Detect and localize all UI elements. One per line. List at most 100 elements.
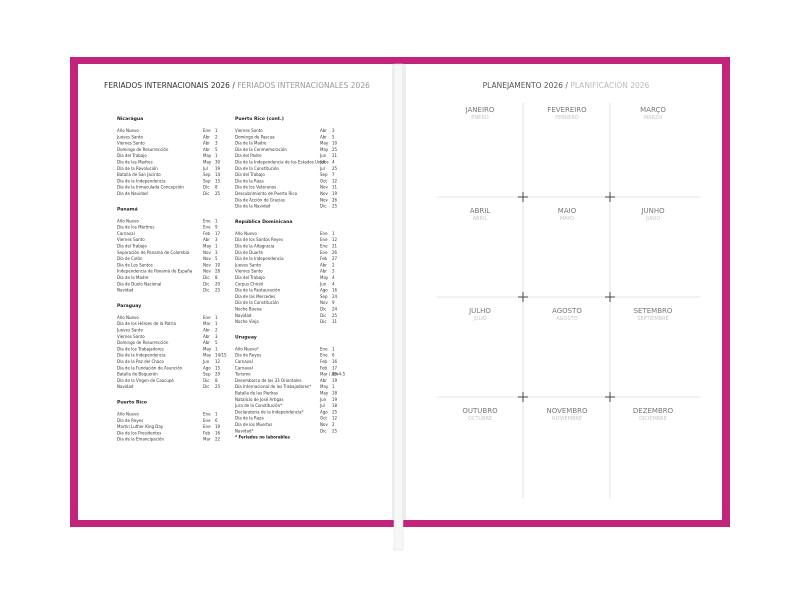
- holiday-name: Día de Colón: [117, 256, 143, 261]
- month-pt: ABRIL: [470, 207, 491, 215]
- holiday-month: Sep: [203, 372, 211, 377]
- holiday-name: Día de la Madre: [235, 141, 267, 146]
- holiday-day: 19: [215, 424, 221, 429]
- holiday-name: Domingo de Resurrección: [117, 340, 169, 345]
- holiday-month: Sep: [320, 294, 328, 299]
- holiday-month: Jun: [319, 281, 327, 286]
- holiday-name: Navidad: [117, 384, 134, 389]
- holiday-month: Abr: [320, 262, 327, 267]
- section-heading: Uruguay: [235, 334, 257, 340]
- holiday-name: Día de la Constitución: [235, 166, 279, 171]
- cross: [605, 392, 615, 402]
- holiday-day: 19: [332, 191, 338, 196]
- holiday-month: Ene: [320, 250, 328, 255]
- holiday-name: Día de Duarte: [235, 250, 263, 255]
- holiday-day: 10: [215, 262, 221, 267]
- holiday-day: 3: [332, 269, 335, 274]
- holiday-day: 4: [332, 160, 335, 165]
- holiday-month: Feb: [203, 231, 211, 236]
- month-es: JUNIO: [645, 216, 660, 222]
- holiday-day: 25: [332, 147, 338, 152]
- holiday-day: 25: [332, 313, 338, 318]
- holiday-name: Domingo de Pascua: [235, 134, 275, 139]
- holiday-name: Día de las Madres: [117, 160, 153, 165]
- holiday-name: Viernes Santo: [235, 128, 263, 133]
- holiday-name: Día de la Restauración: [235, 288, 281, 293]
- holiday-month: Ago: [320, 288, 328, 293]
- note: * Feriados no laborables: [235, 435, 290, 440]
- holiday-month: Jun: [319, 153, 327, 158]
- holiday-name: Día de la Inmaculada Concepción: [117, 185, 184, 190]
- holiday-day: 4: [332, 281, 335, 286]
- holiday-month: Abr: [203, 328, 210, 333]
- holiday-name: Declaratoria de la Independencia*: [235, 409, 304, 414]
- holiday-day: 14/15: [215, 353, 227, 358]
- holiday-day: 15: [215, 365, 221, 370]
- holiday-month: Abr: [320, 128, 327, 133]
- holiday-month: Jul: [319, 403, 325, 408]
- month-es: ENERO: [471, 115, 489, 121]
- holiday-day: 19: [215, 166, 221, 171]
- holiday-name: Día de la Madre: [117, 275, 149, 280]
- holiday-day: 19: [332, 397, 338, 402]
- holiday-name: Día de la Independencia: [117, 178, 166, 183]
- month-pt: NOVEMBRO: [546, 407, 588, 415]
- section-heading: Puerto Rico: [117, 400, 147, 406]
- month-pt: FEVEREIRO: [547, 106, 587, 114]
- holiday-name: Natalicio de José Artigas: [235, 397, 284, 402]
- holiday-day: 14: [215, 172, 221, 177]
- holiday-day: 16: [215, 430, 221, 435]
- month-es: MAYO: [560, 216, 574, 222]
- month-pt: MARÇO: [640, 106, 666, 114]
- holiday-month: Mar: [203, 437, 211, 442]
- month-pt: JUNHO: [640, 207, 665, 215]
- holiday-day: 16: [332, 288, 338, 293]
- holiday-name: Año Nuevo: [117, 218, 139, 223]
- holiday-name: Turismo: [234, 372, 251, 377]
- month-pt: JANEIRO: [465, 106, 495, 114]
- holiday-month: May: [203, 153, 212, 158]
- right-title: PLANEJAMENTO 2026 / PLANIFICACIÓN 2026: [483, 81, 650, 90]
- holiday-month: Feb: [320, 365, 328, 370]
- holiday-name: Independencia de Panamá de España: [117, 269, 193, 274]
- month-pt: DEZEMBRO: [633, 407, 674, 415]
- holiday-name: Navidad*: [235, 428, 253, 433]
- holiday-month: Feb: [320, 256, 328, 261]
- holiday-name: Día de la Revolución: [117, 166, 158, 171]
- holiday-month: Dic: [203, 275, 209, 280]
- holiday-month: May: [320, 384, 329, 389]
- holiday-month: Dic: [320, 204, 326, 209]
- holiday-month: Oct: [320, 178, 327, 183]
- holiday-month: Ene: [320, 231, 328, 236]
- month-es: JULIO: [472, 316, 486, 322]
- holiday-name: Día de los Muertos: [235, 422, 272, 427]
- holiday-day: 1: [215, 244, 218, 249]
- holiday-month: Dic: [320, 428, 326, 433]
- holiday-name: Día de la Independencia de los Estados U…: [235, 160, 329, 165]
- holiday-name: Batalla de San Jacinto: [117, 172, 161, 177]
- holiday-name: Corpus Christi: [235, 281, 263, 286]
- holiday-name: Día de la Fundación de Asunción: [117, 365, 183, 370]
- holiday-month: Abr: [203, 334, 210, 339]
- holiday-month: May: [203, 244, 212, 249]
- holiday-month: Nov: [320, 197, 328, 202]
- holiday-name: Día de la Raza: [235, 178, 264, 183]
- holiday-month: Jun: [202, 359, 210, 364]
- holiday-month: Nov: [203, 262, 211, 267]
- holiday-day: 1: [215, 321, 218, 326]
- holiday-day: 1: [215, 218, 218, 223]
- holiday-name: Navidad: [235, 313, 252, 318]
- holiday-month: Dic: [203, 191, 209, 196]
- holiday-day: 29: [215, 372, 221, 377]
- holiday-name: Día de los Mártires: [117, 225, 154, 230]
- holiday-day: 18: [332, 391, 338, 396]
- holiday-name: Día de los Héroes de la Patria: [117, 321, 177, 326]
- holiday-day: 3: [215, 250, 218, 255]
- holiday-month: Dic: [203, 288, 209, 293]
- holiday-name: Jueves Santo: [116, 328, 143, 333]
- holiday-day: 25: [215, 191, 221, 196]
- holiday-day: 7: [332, 172, 335, 177]
- holiday-name: Separación de Panamá de Colombia: [117, 250, 190, 255]
- holiday-day: 25: [332, 409, 338, 414]
- holiday-day: 25: [215, 288, 221, 293]
